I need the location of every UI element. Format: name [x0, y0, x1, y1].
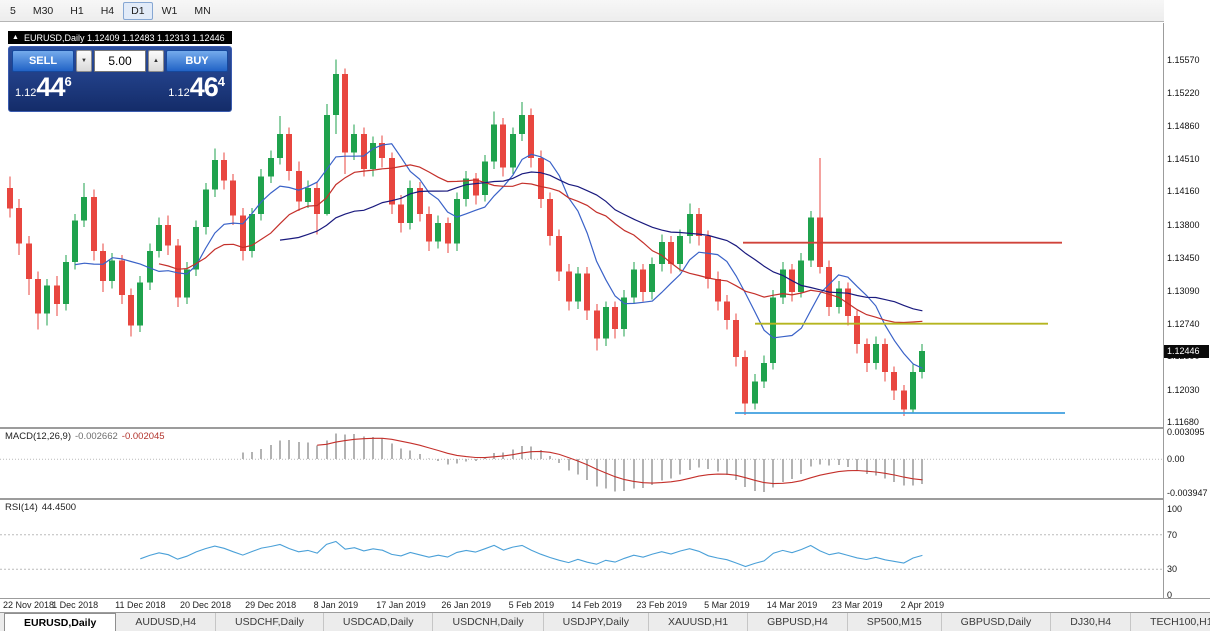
symbol-tab-sp500[interactable]: SP500,M15 — [848, 613, 942, 631]
date-axis-label: 5 Feb 2019 — [508, 600, 555, 610]
symbol-tab-usdcnh[interactable]: USDCNH,Daily — [433, 613, 544, 631]
rsi-name: RSI(14) — [5, 502, 38, 513]
price-axis-label: 1.14510 — [1167, 153, 1200, 164]
date-axis-label: 22 Nov 2018 — [3, 600, 55, 610]
date-axis-label: 8 Jan 2019 — [313, 600, 359, 610]
price-axis-label: 1.14860 — [1167, 121, 1200, 132]
lot-increase-button[interactable]: ▲ — [148, 50, 164, 72]
axis-divider — [1163, 23, 1164, 598]
buy-button[interactable]: BUY — [166, 50, 228, 72]
ma-line-30 — [279, 171, 923, 312]
rsi-axis-label: 100 — [1167, 504, 1183, 514]
date-axis-label: 23 Mar 2019 — [831, 600, 883, 610]
symbol-tab-xauusd[interactable]: XAUUSD,H1 — [649, 613, 749, 631]
ohlc-text: EURUSD,Daily 1.12409 1.12483 1.12313 1.1… — [23, 32, 225, 43]
rsi-axis-label: 30 — [1167, 564, 1178, 575]
ma-line-8 — [75, 143, 923, 369]
buy-price-big: 46 — [189, 72, 219, 102]
macd-main-value: -0.002662 — [75, 431, 118, 442]
date-axis-label: 14 Feb 2019 — [571, 600, 622, 610]
date-axis-label: 26 Jan 2019 — [441, 600, 491, 610]
pane-divider — [0, 598, 1210, 599]
buy-price: 1.12 46 4 — [168, 72, 225, 102]
price-axis-label: 1.14160 — [1167, 186, 1200, 197]
sell-price-big: 44 — [36, 72, 65, 102]
date-axis-label: 1 Dec 2018 — [52, 600, 99, 610]
macd-signal-line — [317, 437, 923, 485]
price-axis-label: 1.12030 — [1167, 384, 1200, 395]
price-axis-label: 1.13800 — [1167, 220, 1200, 230]
date-axis[interactable]: 22 Nov 2018 1 Dec 2018 11 Dec 2018 20 Dec 2… — [0, 599, 1210, 612]
sell-price-pipette: 6 — [64, 74, 72, 89]
chart-tab-bar: EURUSD,Daily AUDUSD,H4 USDCHF,Daily USDCAD,… — [0, 612, 1210, 631]
macd-histogram — [242, 433, 923, 492]
pane-divider[interactable] — [0, 427, 1210, 429]
sell-button[interactable]: SELL — [12, 50, 74, 72]
macd-axis-label: 0.003095 — [1167, 427, 1205, 438]
symbol-tab-tech100[interactable]: TECH100,H1 — [1131, 613, 1210, 631]
symbol-tab-audusd[interactable]: AUDUSD,H4 — [116, 613, 217, 631]
date-axis-label: 29 Dec 2018 — [245, 600, 297, 610]
ma-line-17 — [158, 164, 923, 324]
symbol-tab-gbpusd[interactable]: GBPUSD,Daily — [942, 613, 1052, 631]
tf-button-m30[interactable]: M30 — [25, 2, 61, 20]
symbol-tab-usdjpy[interactable]: USDJPY,Daily — [544, 613, 649, 631]
lot-size-input[interactable] — [94, 50, 146, 72]
tf-button-h1[interactable]: H1 — [62, 2, 91, 20]
date-axis-label: 5 Mar 2019 — [704, 600, 750, 610]
symbol-tab-dj30[interactable]: DJ30,H4 — [1051, 613, 1132, 631]
current-price-badge: 1.12446 — [1164, 345, 1209, 359]
rsi-label: RSI(14) 44.4500 — [5, 502, 76, 513]
rsi-axis-label: 70 — [1167, 529, 1178, 540]
price-axis[interactable]: 1.15570 1.15220 1.14860 1.14510 1.14160 1.138… — [1164, 0, 1210, 600]
price-axis-label: 1.11680 — [1167, 417, 1199, 428]
symbol-tab-eurusd[interactable]: EURUSD,Daily — [4, 613, 117, 631]
pane-divider[interactable] — [0, 498, 1210, 500]
date-axis-label: 17 Jan 2019 — [376, 600, 426, 610]
symbol-tab-gbpusd[interactable]: GBPUSD,H4 — [748, 613, 848, 631]
date-axis-label: 2 Apr 2019 — [900, 600, 945, 610]
rsi-axis-label: 0 — [1167, 590, 1173, 600]
price-axis-label: 1.13450 — [1167, 252, 1200, 263]
date-axis-label: 11 Dec 2018 — [115, 600, 166, 610]
price-axis-label: 1.13090 — [1167, 286, 1200, 297]
candles-layer — [7, 59, 925, 416]
date-axis-label: 23 Feb 2019 — [636, 600, 687, 610]
tf-button-mn[interactable]: MN — [186, 2, 218, 20]
buy-price-prefix: 1.12 — [168, 86, 190, 99]
tf-button-d1[interactable]: D1 — [123, 1, 153, 20]
symbol-tab-usdcad[interactable]: USDCAD,Daily — [324, 613, 434, 631]
macd-signal-value: -0.002045 — [121, 431, 165, 442]
macd-axis-label: -0.003947 — [1167, 488, 1208, 499]
timeframe-toolbar: 5 M30 H1 H4 D1 W1 MN — [0, 0, 1210, 22]
lot-decrease-button[interactable]: ▼ — [76, 50, 92, 72]
buy-price-pipette: 4 — [217, 74, 225, 89]
rsi-indicator-canvas[interactable] — [0, 500, 1163, 598]
ohlc-info-bar: ▲ EURUSD,Daily 1.12409 1.12483 1.12313 1… — [8, 31, 232, 44]
tf-button-w1[interactable]: W1 — [154, 2, 186, 20]
macd-axis-label: 0.00 — [1167, 454, 1185, 465]
macd-name: MACD(12,26,9) — [5, 431, 71, 442]
macd-label: MACD(12,26,9) -0.002662 -0.002045 — [5, 431, 165, 442]
sell-price: 1.12 44 6 — [15, 72, 72, 102]
tf-button-5[interactable]: 5 — [2, 2, 24, 20]
price-axis-label: 1.15220 — [1167, 87, 1200, 98]
rsi-line — [140, 540, 923, 568]
price-axis-label: 1.15570 — [1167, 55, 1200, 66]
date-axis-label: 20 Dec 2018 — [179, 600, 232, 610]
symbol-tab-usdchf[interactable]: USDCHF,Daily — [216, 613, 324, 631]
collapse-panel-icon[interactable]: ▲ — [12, 34, 19, 41]
rsi-value: 44.4500 — [41, 502, 77, 513]
sell-price-prefix: 1.12 — [15, 86, 37, 99]
date-axis-label: 14 Mar 2019 — [766, 600, 818, 610]
macd-indicator-canvas[interactable] — [0, 429, 1163, 498]
price-axis-label: 1.12740 — [1167, 318, 1200, 329]
tf-button-h4[interactable]: H4 — [93, 2, 122, 20]
